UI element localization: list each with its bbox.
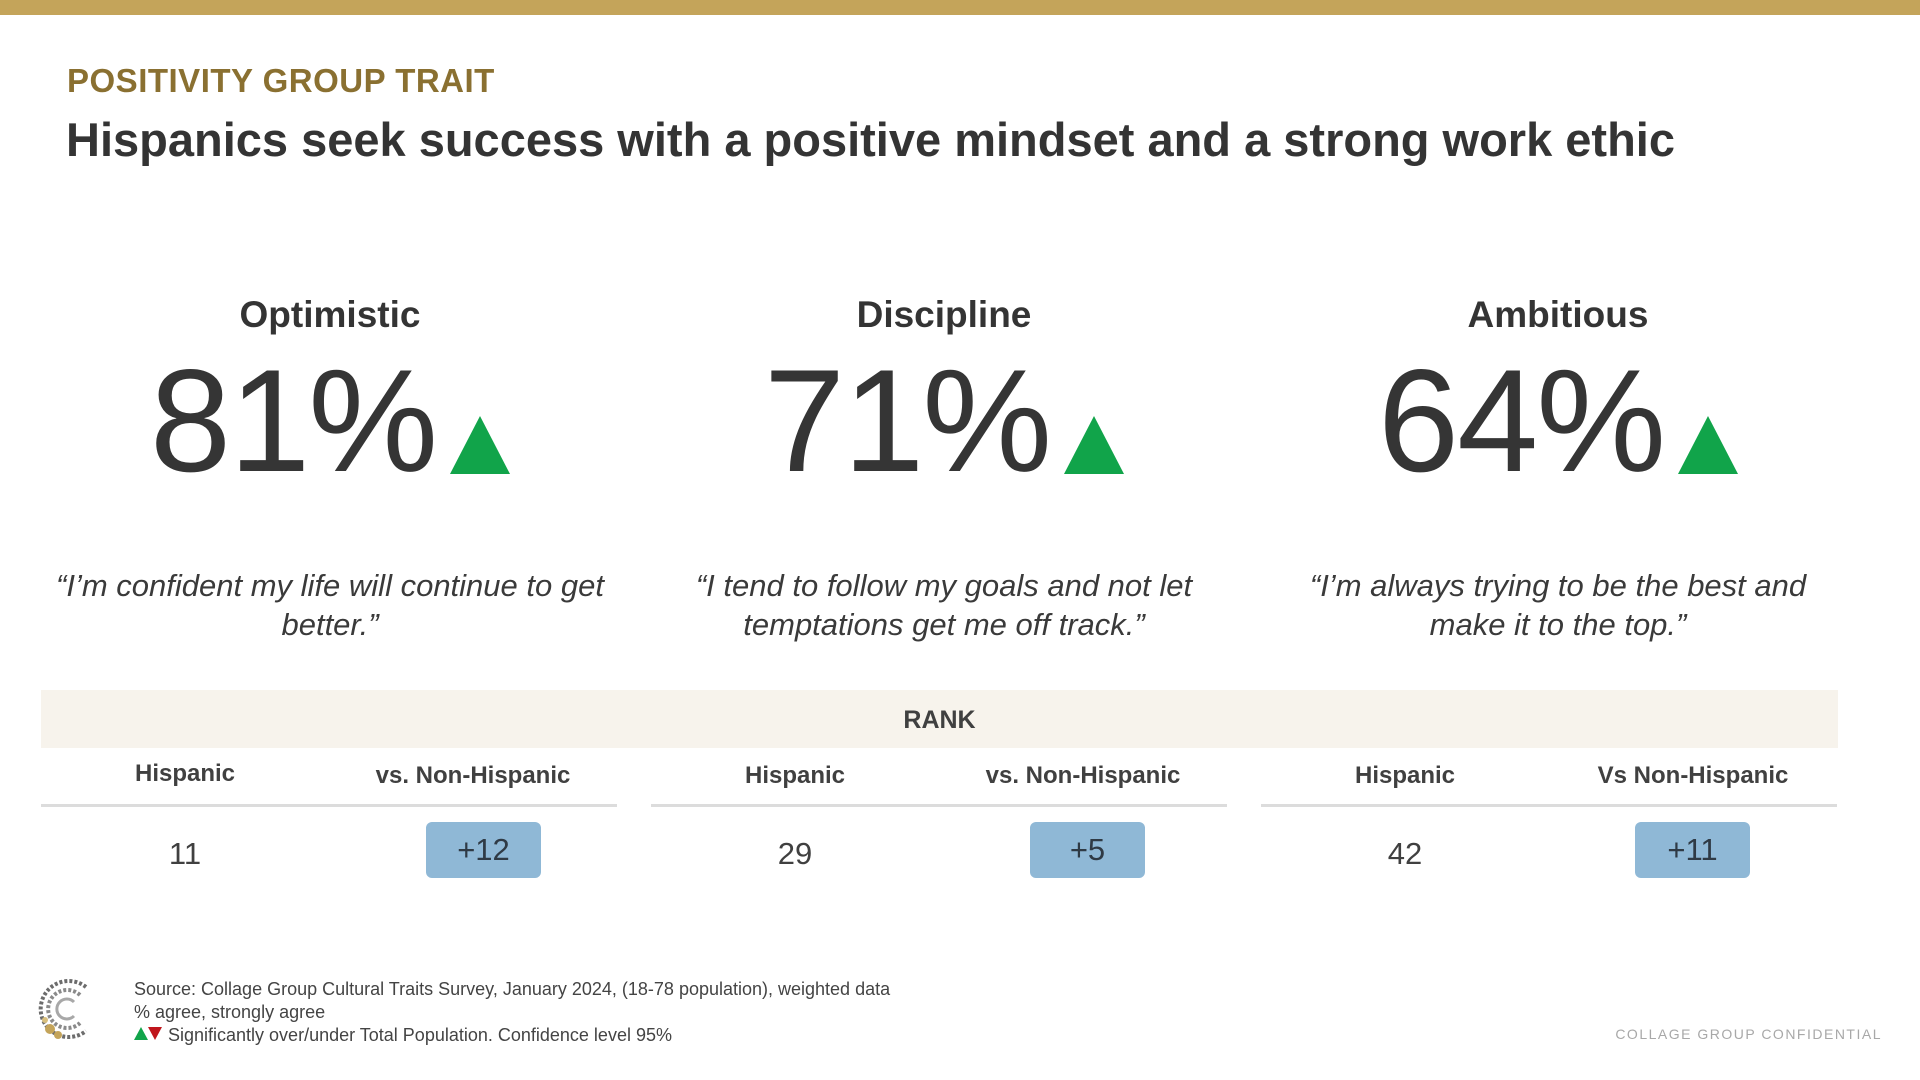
- trait-card-optimistic: Optimistic 81% “I’m confident my life wi…: [30, 290, 630, 644]
- source-note: Source: Collage Group Cultural Traits Su…: [134, 979, 891, 999]
- triangle-up-icon: [450, 416, 511, 474]
- trait-quote: “I’m confident my life will continue to …: [56, 568, 604, 642]
- hispanic-rank-value: 42: [1387, 836, 1423, 871]
- top-accent-bar: [0, 0, 1920, 15]
- trait-quote: “I’m always trying to be the best and ma…: [1309, 568, 1807, 642]
- triangle-down-icon: [148, 1027, 162, 1040]
- rank-divider: [41, 804, 617, 807]
- trait-card-ambitious: Ambitious 64% “I’m always trying to be t…: [1258, 290, 1858, 644]
- hispanic-rank-value: 11: [168, 836, 202, 871]
- rank-column-hispanic: Hispanic: [134, 760, 236, 787]
- measure-note: % agree, strongly agree: [134, 1002, 326, 1022]
- triangle-up-icon: [134, 1027, 148, 1040]
- rank-divider: [1261, 804, 1837, 807]
- trait-percentage: 81%: [149, 339, 438, 502]
- rank-column-vs-non-hispanic: Vs Non-Hispanic: [1597, 762, 1789, 789]
- rank-group-optimistic: Hispanic vs. Non-Hispanic 11 +12: [41, 748, 617, 888]
- stat-row: 81%: [30, 346, 630, 496]
- vs-non-hispanic-badge: +12: [426, 822, 541, 878]
- footer-notes: Source: Collage Group Cultural Traits Su…: [134, 978, 890, 1047]
- rank-column-vs-non-hispanic: vs. Non-Hispanic: [985, 762, 1181, 789]
- vs-non-hispanic-badge: +11: [1635, 822, 1750, 878]
- trait-name: Optimistic: [239, 294, 421, 335]
- trait-name: Ambitious: [1467, 294, 1649, 335]
- rank-column-hispanic: Hispanic: [744, 762, 846, 789]
- vs-non-hispanic-badge: +5: [1030, 822, 1145, 878]
- rank-group-discipline: Hispanic vs. Non-Hispanic 29 +5: [651, 748, 1227, 888]
- stat-row: 64%: [1258, 346, 1858, 496]
- confidential-label: COLLAGE GROUP CONFIDENTIAL: [1615, 1026, 1882, 1042]
- collage-group-logo-icon: [38, 979, 88, 1039]
- hispanic-rank-value: 29: [777, 836, 813, 871]
- trait-percentage: 71%: [763, 339, 1052, 502]
- rank-column-hispanic: Hispanic: [1354, 762, 1456, 789]
- trait-card-discipline: Discipline 71% “I tend to follow my goal…: [644, 290, 1244, 644]
- eyebrow-label: POSITIVITY GROUP TRAIT: [67, 62, 495, 99]
- stat-row: 71%: [644, 346, 1244, 496]
- trait-name: Discipline: [856, 294, 1032, 335]
- rank-column-vs-non-hispanic: vs. Non-Hispanic: [375, 762, 571, 789]
- significance-note: Significantly over/under Total Populatio…: [168, 1025, 672, 1045]
- triangle-up-icon: [1678, 416, 1739, 474]
- triangle-up-icon: [1064, 416, 1125, 474]
- rank-divider: [651, 804, 1227, 807]
- trait-percentage: 64%: [1377, 339, 1666, 502]
- trait-quote: “I tend to follow my goals and not let t…: [695, 568, 1193, 642]
- page-title: Hispanics seek success with a positive m…: [66, 113, 1675, 166]
- rank-header: RANK: [41, 690, 1838, 748]
- rank-group-ambitious: Hispanic Vs Non-Hispanic 42 +11: [1261, 748, 1837, 888]
- significance-note-row: Significantly over/under Total Populatio…: [134, 1024, 890, 1047]
